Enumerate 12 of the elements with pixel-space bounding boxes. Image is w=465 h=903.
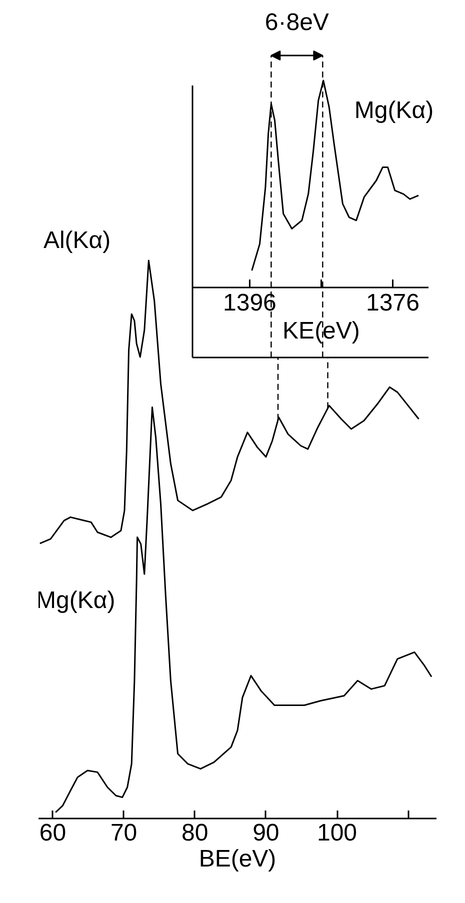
x-tick-label: 1376 [366, 290, 420, 316]
x-tick-label: 1396 [223, 290, 276, 316]
series-label: Mg(Kα) [354, 97, 434, 124]
x-axis-title: KE(eV) [282, 318, 360, 344]
x-tick-label: 60 [39, 820, 66, 846]
x-tick-label: 80 [182, 820, 208, 846]
series-label: Al(Kα) [43, 227, 111, 254]
x-tick-label: 90 [252, 820, 280, 846]
x-tick-label: 100 [316, 820, 358, 846]
x-tick-label: 70 [110, 820, 138, 846]
x-axis-title: BE(eV) [198, 846, 276, 872]
text: 6·8eV [264, 9, 329, 36]
